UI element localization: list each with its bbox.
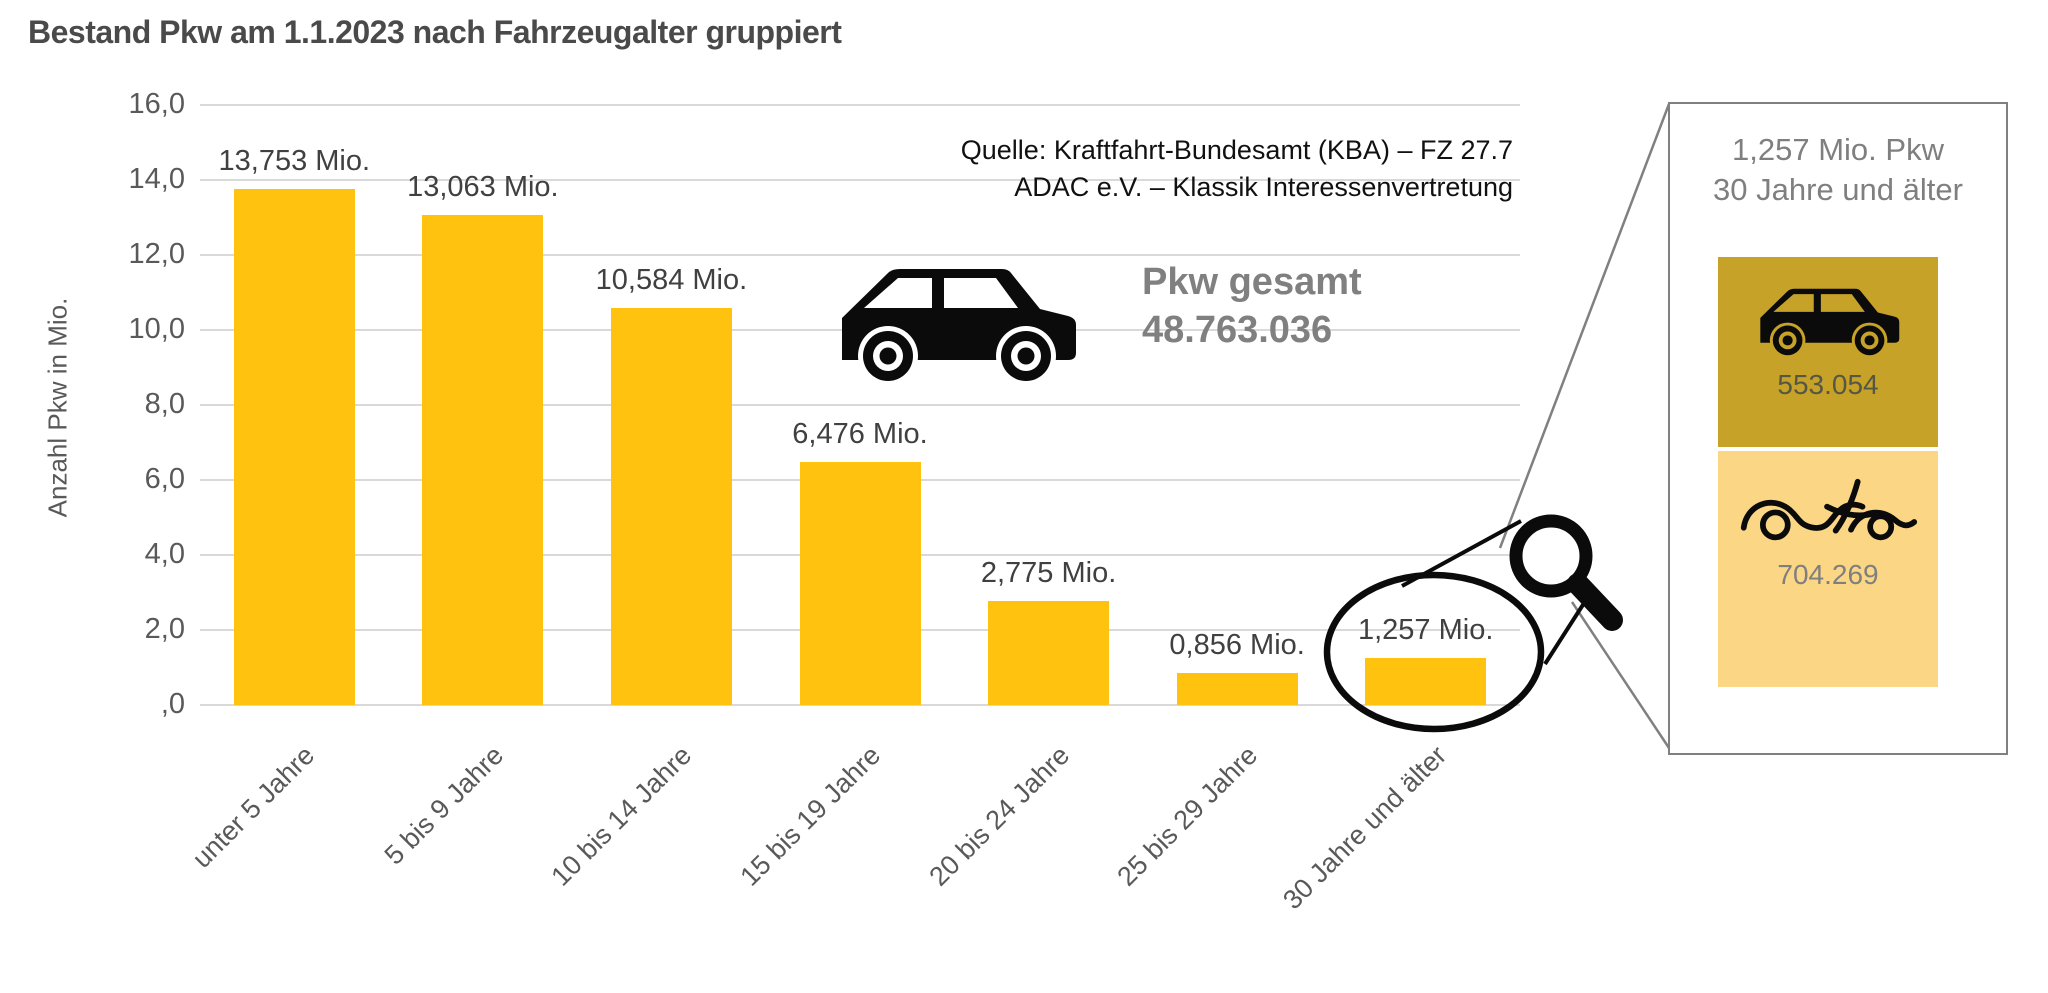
y-axis-tick-label: 12,0 — [128, 238, 185, 270]
source-line-2: ADAC e.V. – Klassik Interessenvertretung — [1014, 172, 1513, 202]
magnifier-icon — [1509, 514, 1593, 598]
y-axis-tick-label: 4,0 — [144, 538, 185, 570]
oldtimer-count: 704.269 — [1777, 559, 1879, 590]
y-axis-tick-label: 10,0 — [128, 313, 185, 345]
car-count: 553.054 — [1777, 369, 1879, 400]
detail-panel-title-line2: 30 Jahre und älter — [1713, 172, 1963, 207]
bar-value-label: 2,775 Mio. — [980, 556, 1117, 589]
bar-value-label: 13,063 Mio. — [407, 171, 559, 204]
detail-panel: 1,257 Mio. Pkw 30 Jahre und älter 553.05… — [1668, 102, 2008, 755]
bar-value-label: 13,753 Mio. — [218, 145, 371, 178]
gridline — [200, 704, 1520, 706]
bar — [1365, 657, 1487, 705]
callout-line-top — [1498, 103, 1671, 549]
oldtimer-icon — [1740, 478, 1918, 541]
x-axis-label: unter 5 Jahre — [186, 740, 321, 874]
bar — [988, 600, 1110, 705]
bar-value-label: 6,476 Mio. — [792, 418, 928, 451]
y-axis-tick-label: 8,0 — [144, 388, 185, 420]
bar — [233, 189, 355, 705]
x-axis-label: 15 bis 19 Jahre — [734, 740, 887, 892]
detail-panel-title: 1,257 Mio. Pkw 30 Jahre und älter — [1670, 130, 2006, 210]
bar — [422, 215, 544, 705]
source-note: Quelle: Kraftfahrt-Bundesamt (KBA) – FZ … — [961, 132, 1513, 206]
x-axis-label: 10 bis 14 Jahre — [545, 740, 698, 892]
total-label: Pkw gesamt 48.763.036 — [1142, 258, 1362, 354]
x-axis-label: 25 bis 29 Jahre — [1111, 740, 1264, 892]
x-axis-label: 20 bis 24 Jahre — [923, 740, 1075, 892]
page-title: Bestand Pkw am 1.1.2023 nach Fahrzeugalt… — [28, 14, 842, 50]
total-title: Pkw gesamt — [1142, 261, 1362, 303]
panel-oldtimer-box: 704.269 — [1718, 451, 1938, 687]
y-axis-tick-label: ,0 — [160, 688, 185, 720]
car-icon — [1760, 288, 1900, 357]
gridline — [200, 104, 1520, 106]
x-axis-label: 30 Jahre und älter — [1276, 740, 1452, 916]
total-value: 48.763.036 — [1142, 309, 1333, 351]
bar — [610, 308, 732, 705]
y-axis-tick-label: 6,0 — [144, 463, 185, 495]
x-axis-label: 5 bis 9 Jahre — [378, 740, 510, 871]
y-axis-tick-label: 14,0 — [128, 163, 185, 195]
callout-line-bottom — [1570, 601, 1671, 749]
bar — [799, 462, 921, 705]
bar — [1176, 672, 1298, 705]
car-icon — [842, 269, 1076, 384]
y-axis-tick-label: 2,0 — [144, 613, 185, 645]
bar-value-label: 0,856 Mio. — [1169, 628, 1305, 661]
bar-value-label: 1,257 Mio. — [1357, 613, 1494, 646]
gridline — [200, 179, 1520, 181]
panel-car-box: 553.054 — [1718, 257, 1938, 447]
detail-panel-title-line1: 1,257 Mio. Pkw — [1732, 132, 1944, 167]
y-axis-tick-label: 16,0 — [128, 88, 185, 120]
gridline — [200, 404, 1520, 406]
bar-value-label: 10,584 Mio. — [595, 264, 748, 297]
source-line-1: Quelle: Kraftfahrt-Bundesamt (KBA) – FZ … — [960, 135, 1513, 165]
gridline — [200, 254, 1520, 256]
